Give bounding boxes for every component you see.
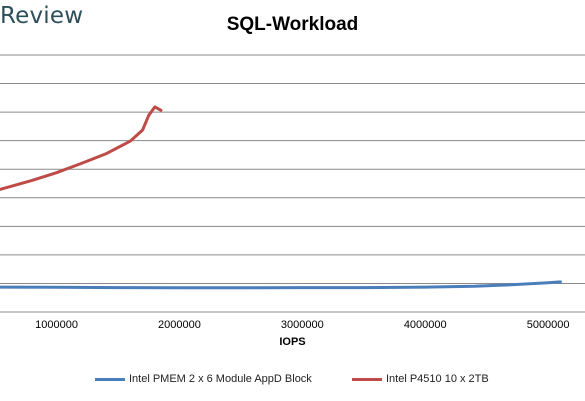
- x-axis-label: IOPS: [279, 336, 306, 348]
- legend-item-p4510: Intel P4510 10 x 2TB: [352, 373, 489, 385]
- legend-label: Intel PMEM 2 x 6 Module AppD Block: [129, 373, 312, 385]
- legend-item-pmem: Intel PMEM 2 x 6 Module AppD Block: [95, 373, 312, 385]
- legend: Intel PMEM 2 x 6 Module AppD Block Intel…: [0, 373, 585, 387]
- legend-swatch: [95, 377, 125, 381]
- gridlines: [0, 54, 585, 313]
- chart-title: SQL-Workload: [226, 14, 359, 35]
- series-lines: [0, 105, 562, 290]
- x-tick-label: 2000000: [158, 319, 201, 331]
- x-tick-labels: 1000000 2000000 3000000 4000000 5000000: [35, 319, 569, 331]
- x-tick-label: 1000000: [35, 319, 78, 331]
- series-line-1: [0, 105, 163, 191]
- legend-label: Intel P4510 10 x 2TB: [386, 373, 489, 385]
- x-tick-label: 4000000: [404, 319, 447, 331]
- series-line-0: [0, 280, 562, 290]
- brand-logo: Review: [0, 3, 84, 29]
- x-tick-label: 3000000: [281, 319, 324, 331]
- legend-swatch: [352, 377, 382, 381]
- x-tick-label: 5000000: [527, 319, 570, 331]
